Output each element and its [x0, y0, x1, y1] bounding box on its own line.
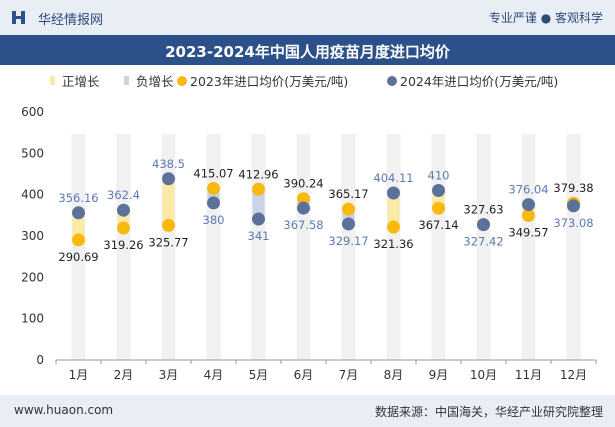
- dot-2023: [387, 220, 400, 234]
- x-tick-label: 11月: [515, 368, 542, 382]
- value-label-2023: 321.36: [373, 237, 413, 251]
- y-tick-label: 300: [21, 229, 44, 243]
- x-tick-label: 6月: [294, 368, 314, 382]
- value-label-2023: 379.38: [553, 181, 593, 195]
- dot-2023: [297, 192, 310, 206]
- value-label-2023: 319.26: [103, 238, 143, 252]
- chart: 正增长 负增长 2023年进口均价(万美元/吨) 2024年进口均价(万美元/吨) 0 1…: [21, 74, 597, 382]
- x-tick-label: 7月: [339, 368, 359, 382]
- legend-swatch-4: [387, 76, 397, 86]
- site-url[interactable]: www.huaon.com: [14, 403, 114, 417]
- x-tick-label: 5月: [249, 368, 269, 382]
- x-tick-label: 12月: [560, 368, 587, 382]
- value-label-2023: 290.69: [58, 250, 98, 264]
- slogan: 专业严谨 ● 客观科学: [488, 11, 603, 25]
- legend-swatch-1: [50, 76, 55, 85]
- dot-2024: [342, 217, 355, 231]
- dot-2024: [522, 198, 535, 212]
- value-label-2023: 325.77: [148, 235, 188, 249]
- x-tick-label: 4月: [204, 368, 224, 382]
- y-tick-label: 0: [36, 353, 44, 367]
- dot-2024: [117, 203, 130, 217]
- legend-label-2: 负增长: [136, 74, 174, 89]
- dot-2023: [432, 201, 445, 215]
- value-label-2023: 365.17: [328, 187, 368, 201]
- value-label-2024: 367.58: [283, 218, 323, 232]
- dot-2024: [72, 206, 85, 220]
- x-tick-label: 8月: [384, 368, 404, 382]
- dot-2023: [117, 221, 130, 235]
- value-label-2024: 376.04: [508, 183, 548, 197]
- change-bar: [162, 178, 175, 226]
- dot-2023: [207, 181, 220, 195]
- dot-2024: [162, 172, 175, 186]
- legend-swatch-3: [177, 76, 187, 86]
- value-label-2024: 410: [428, 169, 450, 183]
- dot-2023: [162, 218, 175, 232]
- value-label-2024: 329.17: [328, 234, 368, 248]
- category-column: [71, 134, 86, 360]
- y-tick-label: 100: [21, 312, 44, 326]
- value-label-2024: 380: [203, 213, 225, 227]
- category-column: [566, 134, 581, 360]
- value-label-2024: 404.11: [373, 171, 413, 185]
- title-bar: 2023-2024年中国人用疫苗月度进口均价: [0, 35, 615, 65]
- change-bar: [387, 192, 400, 228]
- value-label-2023: 415.07: [193, 166, 233, 180]
- category-column: [521, 134, 536, 360]
- value-label-2024: 373.08: [553, 216, 593, 230]
- value-label-2024: 327.42: [463, 235, 503, 249]
- data-source: 数据来源：中国海关，华经产业研究院整理: [374, 405, 603, 419]
- dot-2024: [567, 199, 580, 213]
- value-label-2024: 341: [248, 229, 270, 243]
- value-label-2023: 349.57: [508, 226, 548, 240]
- dot-2024: [387, 186, 400, 200]
- legend-swatch-2: [124, 76, 129, 85]
- value-label-2024: 438.5: [152, 157, 185, 171]
- dot-2023: [342, 202, 355, 216]
- top-bar: 华经情报网 专业严谨 ● 客观科学: [0, 0, 615, 35]
- y-tick-label: 600: [21, 105, 44, 119]
- value-label-2024: 356.16: [58, 191, 98, 205]
- logo-icon: [12, 11, 25, 24]
- value-label-2023: 412.96: [238, 167, 278, 181]
- brand-name: 华经情报网: [38, 13, 104, 28]
- legend-label-4: 2024年进口均价(万美元/吨): [400, 74, 558, 89]
- category-column: [476, 134, 491, 360]
- y-tick-label: 200: [21, 270, 44, 284]
- x-tick-label: 9月: [429, 368, 449, 382]
- value-label-2023: 390.24: [283, 177, 323, 191]
- y-tick-label: 400: [21, 188, 44, 202]
- dot-2023: [72, 233, 85, 247]
- dot-2024: [477, 218, 490, 232]
- dot-2024: [207, 196, 220, 210]
- value-label-2024: 362.4: [107, 188, 140, 202]
- value-label-2023: 367.14: [418, 218, 458, 232]
- dot-2023: [522, 209, 535, 223]
- dot-2024: [252, 212, 265, 226]
- chart-title: 2023-2024年中国人用疫苗月度进口均价: [165, 43, 450, 61]
- x-tick-label: 10月: [470, 368, 497, 382]
- dot-2024: [297, 201, 310, 215]
- category-column: [296, 134, 311, 360]
- category-column: [116, 134, 131, 360]
- change-bar: [252, 189, 265, 220]
- change-bar: [72, 212, 85, 240]
- legend-label-3: 2023年进口均价(万美元/吨): [190, 74, 348, 89]
- footer: www.huaon.com 数据来源：中国海关，华经产业研究院整理: [0, 395, 615, 427]
- y-tick-label: 500: [21, 146, 44, 160]
- x-tick-label: 2月: [114, 368, 134, 382]
- x-tick-label: 3月: [159, 368, 179, 382]
- legend-label-1: 正增长: [62, 74, 100, 89]
- x-tick-label: 1月: [69, 368, 89, 382]
- dot-2024: [432, 184, 445, 198]
- dot-2023: [252, 182, 265, 196]
- category-column: [341, 134, 356, 360]
- value-label-2023: 327.63: [463, 203, 503, 217]
